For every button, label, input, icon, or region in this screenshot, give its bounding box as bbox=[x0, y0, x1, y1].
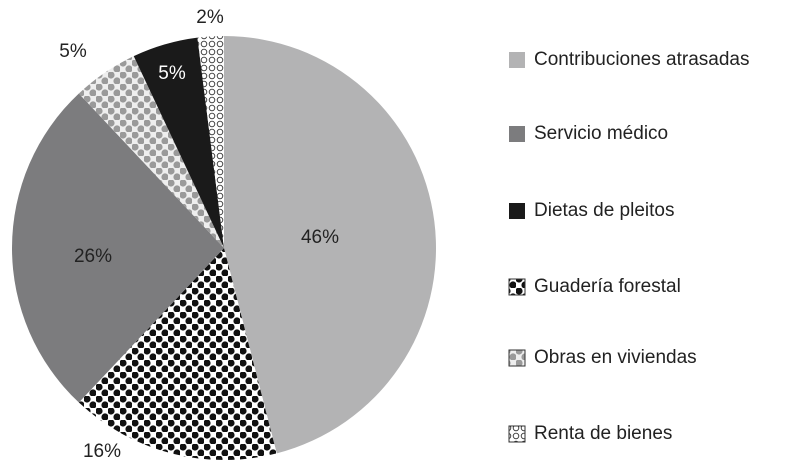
legend-label: Dietas de pleitos bbox=[534, 200, 674, 221]
legend-label: Guadería forestal bbox=[534, 276, 681, 297]
data-label: 16% bbox=[83, 441, 121, 462]
pie-slice bbox=[197, 36, 224, 248]
data-label: 5% bbox=[59, 41, 87, 62]
data-label: 5% bbox=[158, 63, 186, 84]
pie-slice bbox=[78, 56, 225, 248]
legend-label: Renta de bienes bbox=[534, 423, 672, 444]
data-label: 46% bbox=[301, 227, 339, 248]
legend-swatch bbox=[508, 349, 526, 367]
pie-slice bbox=[224, 36, 437, 454]
legend-swatch bbox=[508, 425, 526, 443]
pie-slice bbox=[11, 93, 224, 403]
data-label: 26% bbox=[74, 246, 112, 267]
pie-slice bbox=[133, 37, 224, 248]
legend-label: Servicio médico bbox=[534, 123, 668, 144]
data-label: 2% bbox=[196, 7, 224, 28]
legend-swatch bbox=[508, 278, 526, 296]
legend-swatch bbox=[509, 52, 525, 68]
legend-label: Contribuciones atrasadas bbox=[534, 49, 749, 70]
pie-slice bbox=[78, 248, 277, 460]
legend-swatch bbox=[509, 203, 525, 219]
legend-swatch bbox=[509, 126, 525, 142]
legend-label: Obras en viviendas bbox=[534, 347, 697, 368]
